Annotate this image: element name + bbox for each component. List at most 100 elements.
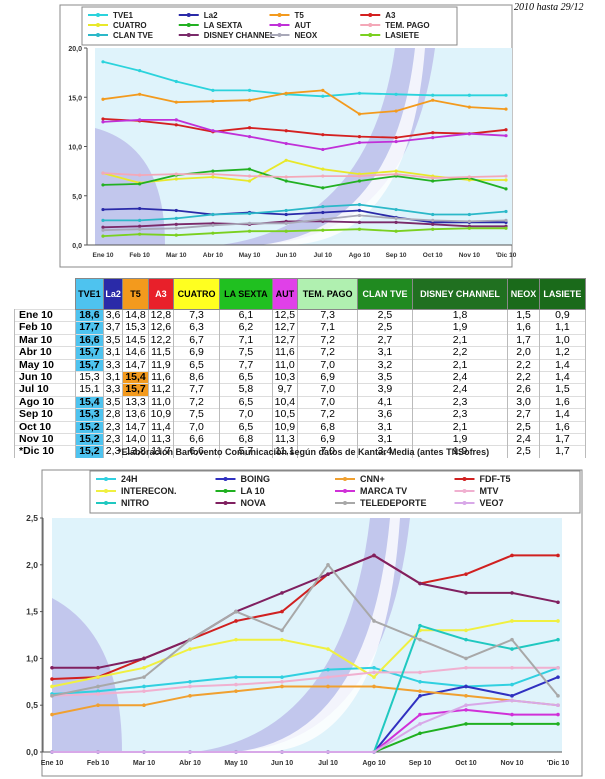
table-cell: 2,1 [411, 359, 509, 372]
data-point-veo7 [418, 722, 422, 726]
data-point-t5 [247, 98, 252, 102]
data-point-tem-pago [504, 174, 508, 178]
legend-marker-tem-pago [368, 23, 373, 27]
table-cell: 2,2 [411, 346, 509, 360]
table-cell: 6,9 [297, 371, 359, 384]
table-cell: 12,5 [271, 309, 299, 322]
table-cell: 11,2 [147, 384, 175, 397]
data-point-disney-channel [101, 225, 105, 229]
background-swoosh-left [95, 128, 165, 245]
data-point-mtv [96, 692, 100, 696]
y-tick-label: 15,0 [68, 95, 82, 102]
x-tick-label: Feb 10 [129, 252, 150, 259]
legend-label-la2: La2 [204, 11, 218, 20]
y-tick-label: 20,0 [68, 46, 82, 53]
table-cell: 2,5 [507, 446, 540, 458]
data-point-lasiete [138, 232, 142, 236]
legend-label-aut: AUT [295, 21, 312, 30]
data-point-la-10 [418, 731, 422, 736]
data-point-a3 [431, 131, 435, 135]
data-point-marca-tv [464, 708, 468, 712]
data-point-veo7 [234, 750, 238, 754]
data-point-clan-tve [284, 208, 288, 213]
data-point-tem-pago [247, 174, 252, 178]
data-point-tem-pago [321, 174, 325, 178]
table-header-aut: AUT [271, 278, 299, 310]
legend-marker-la2 [186, 13, 191, 17]
table-cell: 7,5 [173, 408, 221, 422]
table-cell: 6,6 [173, 446, 221, 458]
table-cell: 2,0 [507, 346, 540, 360]
legend-label-boing: BOING [241, 474, 271, 484]
data-point-nova [556, 600, 560, 605]
legend-marker-boing [223, 477, 228, 481]
data-point-tve1 [174, 79, 178, 84]
data-point-a3 [504, 128, 508, 132]
table-cell: 4,1 [357, 396, 413, 409]
table-cell: 14,6 [122, 346, 149, 360]
y-tick-label: 1,5 [26, 607, 38, 617]
data-point-mtv [418, 670, 422, 675]
data-point-t5 [431, 98, 435, 102]
table-cell: 7,0 [173, 421, 221, 434]
table-cell: 3,1 [102, 346, 124, 360]
data-point-la-sexta [211, 169, 215, 173]
data-point-24h [510, 682, 514, 687]
table-cell: 11,7 [147, 446, 175, 458]
table-cell: 11,3 [147, 433, 175, 446]
table-cell: 6,5 [219, 396, 273, 409]
x-tick-label: May 10 [224, 760, 247, 767]
legend-marker-mtv [462, 489, 467, 493]
data-point-nitro [556, 637, 560, 642]
table-cell: 3,3 [102, 384, 124, 397]
table-cell: 14,0 [122, 433, 149, 446]
table-cell: 13,3 [122, 396, 149, 409]
table-header-lasiete: LASIETE [538, 278, 587, 310]
data-point-aut [357, 140, 362, 145]
data-point-tve1 [211, 88, 215, 92]
table-cell: 1,0 [538, 334, 587, 347]
table-cell: 1,6 [538, 421, 587, 434]
legend-marker-cnn [343, 477, 347, 481]
y-tick-label: 5,0 [72, 194, 82, 201]
data-point-clan-tve [211, 212, 215, 217]
data-point-la-10 [556, 722, 560, 726]
data-point-veo7 [96, 750, 100, 754]
data-point-neox [321, 217, 325, 221]
data-point-teledeporte [372, 619, 376, 623]
table-row: May 10 15,7 3,3 14,7 11,9 6,5 7,7 11,0 7,0 3,2 2,1… [14, 359, 587, 372]
table-header-la-sexta: LA SEXTA [219, 278, 273, 310]
data-point-teledeporte [96, 684, 100, 689]
data-point-teledeporte [280, 628, 284, 633]
data-point-fdf-t5 [280, 609, 284, 614]
data-point-t5 [211, 99, 215, 103]
data-point-aut [138, 118, 142, 122]
table-cell: 3,3 [102, 359, 124, 372]
data-point-teledeporte [418, 637, 422, 642]
table-cell: 7,1 [297, 322, 359, 335]
data-point-fdf-t5 [50, 677, 54, 681]
data-point-cnn [464, 694, 468, 698]
background-swoosh-highlight [235, 518, 400, 752]
data-point-teledeporte [142, 675, 146, 679]
table-cell: 6,7 [173, 334, 221, 347]
data-point-la2 [138, 206, 142, 211]
series-line-tem-pago [102, 172, 507, 179]
table-cell: 11,9 [147, 359, 175, 372]
table-cell: 3,2 [357, 359, 413, 372]
data-point-fdf-t5 [464, 572, 468, 576]
table-cell: 1,7 [538, 433, 587, 446]
data-point-t5 [504, 107, 508, 111]
series-line-la-sexta [102, 168, 507, 190]
data-point-lasiete [211, 231, 215, 235]
legend-marker-fdf-t5 [462, 477, 467, 481]
thematic-channels-share-chart: 0,0 0,5 1,0 1,5 2,0 2,5 Ene 10 Feb 10 Mar 10 Abr … [26, 469, 583, 777]
data-point-la-sexta [504, 187, 508, 191]
table-cell: 14,5 [122, 334, 149, 347]
data-point-aut [504, 134, 508, 138]
data-point-veo7 [188, 750, 192, 754]
table-cell: 2,5 [357, 309, 413, 322]
table-cell: 14,7 [122, 421, 149, 434]
data-point-neox [431, 218, 435, 222]
x-tick-label: Jun 10 [271, 760, 293, 767]
